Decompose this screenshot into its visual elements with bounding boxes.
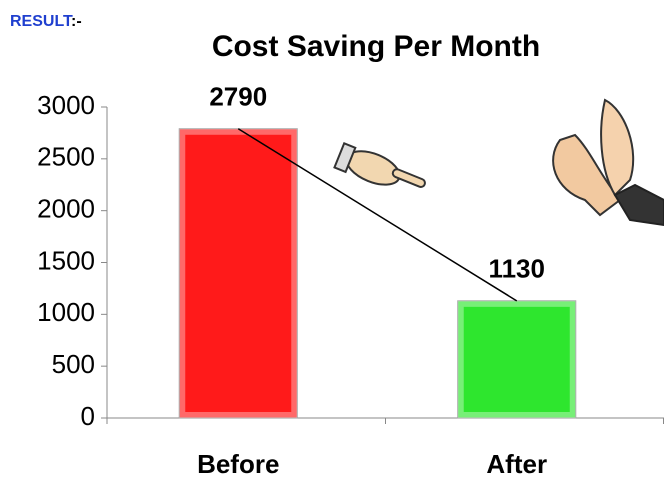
x-tick-label: After [486,449,547,479]
y-tick-label: 2500 [37,142,95,172]
heading-label: RESULT [10,13,73,30]
heading: RESULT:- [10,13,82,30]
x-tick-label: Before [197,449,279,479]
chart: RESULT:- Cost Saving Per Month 0 500 1000 1… [0,0,664,483]
heading-suffix: :- [71,13,82,30]
bar [179,129,297,418]
data-label: 1130 [489,254,545,284]
y-tick-label: 3000 [37,90,95,120]
bar [458,301,576,418]
y-tick-label: 1500 [37,245,95,275]
y-tick-label: 1000 [37,297,95,327]
y-tick-label: 500 [52,349,95,379]
data-label: 2790 [209,82,267,112]
y-tick-label: 2000 [37,194,95,224]
page: RESULT:- Cost Saving Per Month 0 500 1000 1… [0,0,664,483]
pointing-hand-icon [334,141,428,201]
y-tick-label: 0 [81,401,95,431]
chart-title: Cost Saving Per Month [212,30,540,63]
clapping-hands-icon [553,100,664,225]
